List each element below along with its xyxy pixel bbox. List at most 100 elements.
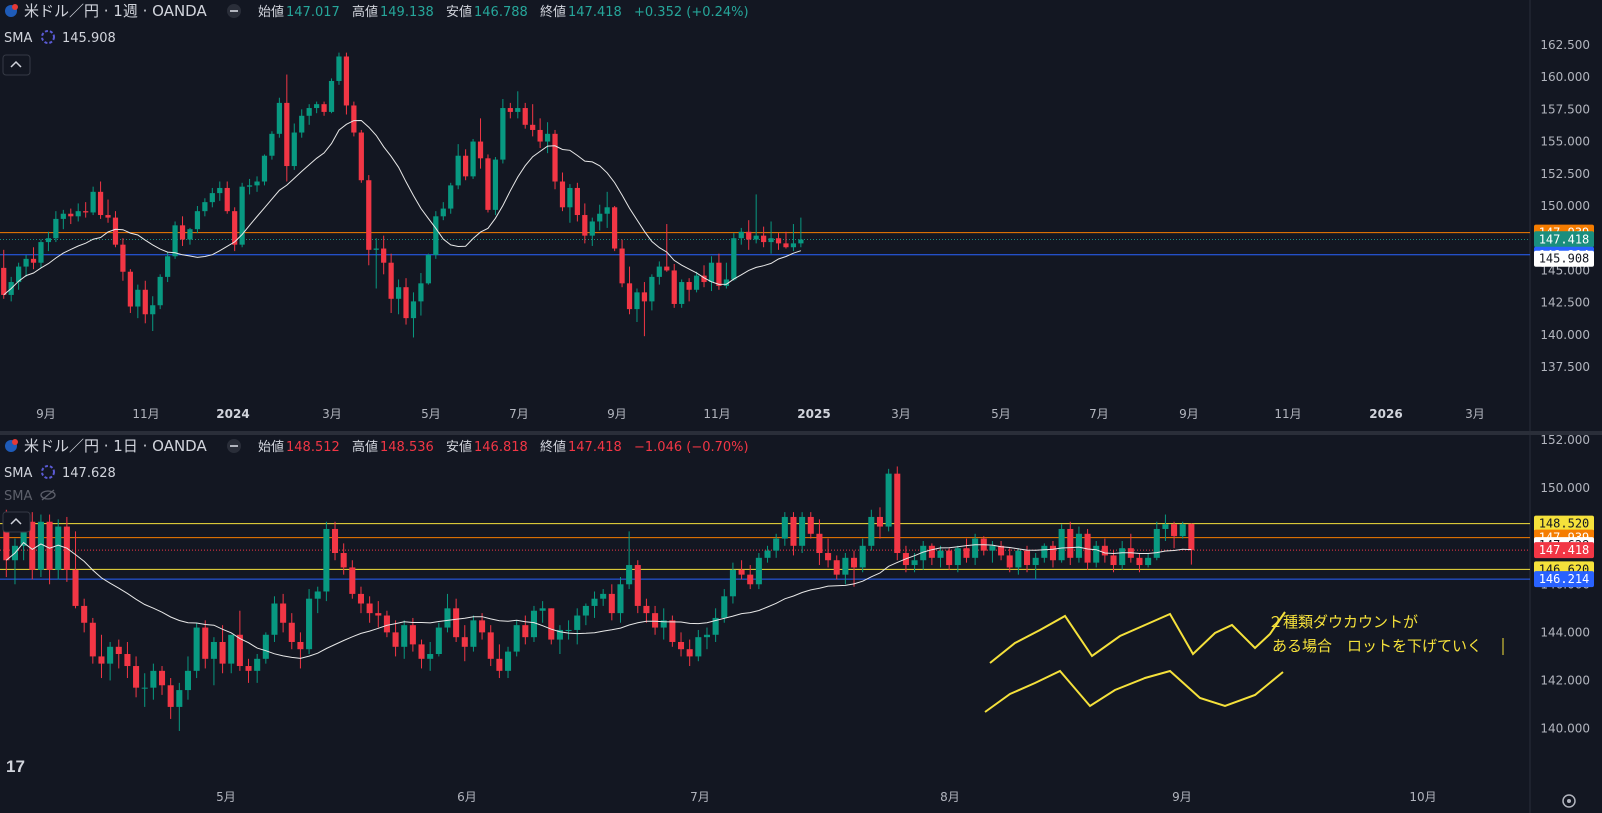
candle-body[interactable] bbox=[660, 620, 667, 628]
candle-body[interactable] bbox=[72, 569, 79, 606]
candle-body[interactable] bbox=[331, 528, 339, 554]
candle-body[interactable] bbox=[165, 256, 171, 277]
candle-body[interactable] bbox=[591, 598, 598, 606]
candle-body[interactable] bbox=[998, 545, 1005, 556]
candle-body[interactable] bbox=[807, 516, 814, 534]
candle-body[interactable] bbox=[1153, 528, 1160, 558]
candle-body[interactable] bbox=[435, 627, 442, 655]
candle-body[interactable] bbox=[522, 625, 529, 638]
candle-body[interactable] bbox=[97, 191, 104, 216]
candle-body[interactable] bbox=[306, 598, 313, 650]
candle-body[interactable] bbox=[1, 267, 7, 295]
candle-body[interactable] bbox=[1110, 555, 1117, 566]
candle-body[interactable] bbox=[859, 545, 866, 568]
candle-body[interactable] bbox=[755, 557, 762, 585]
annotation-text[interactable]: ある場合 ロットを下げていく bbox=[1272, 637, 1482, 655]
candle-body[interactable] bbox=[150, 305, 156, 315]
candle-body[interactable] bbox=[90, 191, 96, 213]
candle-body[interactable] bbox=[753, 235, 759, 240]
candle-body[interactable] bbox=[29, 521, 36, 570]
candle-body[interactable] bbox=[1179, 524, 1186, 537]
candle-body[interactable] bbox=[284, 102, 290, 167]
candle-body[interactable] bbox=[37, 521, 44, 570]
annotation-text[interactable]: ２種類ダウカウントが bbox=[1268, 613, 1418, 631]
candle-body[interactable] bbox=[217, 187, 223, 194]
candle-body[interactable] bbox=[507, 108, 513, 112]
candle-body[interactable] bbox=[16, 266, 22, 283]
candle-body[interactable] bbox=[894, 473, 901, 554]
candle-body[interactable] bbox=[669, 620, 676, 642]
candle-body[interactable] bbox=[513, 625, 520, 652]
candle-body[interactable] bbox=[219, 641, 226, 664]
candle-body[interactable] bbox=[232, 211, 238, 245]
candle-body[interactable] bbox=[530, 124, 536, 130]
indicator-name[interactable]: SMA bbox=[4, 489, 32, 504]
candle-body[interactable] bbox=[373, 248, 379, 250]
candle-body[interactable] bbox=[280, 603, 287, 623]
candle-body[interactable] bbox=[567, 187, 573, 208]
candle-body[interactable] bbox=[46, 521, 53, 570]
candle-body[interactable] bbox=[89, 622, 96, 657]
candle-body[interactable] bbox=[1084, 533, 1091, 563]
candle-body[interactable] bbox=[479, 620, 486, 633]
candle-body[interactable] bbox=[773, 538, 780, 551]
collapse-indicators-button[interactable] bbox=[2, 511, 31, 533]
candle-body[interactable] bbox=[747, 574, 754, 585]
candle-body[interactable] bbox=[504, 651, 512, 671]
candle-body[interactable] bbox=[239, 186, 245, 245]
candle-body[interactable] bbox=[3, 526, 10, 561]
candle-body[interactable] bbox=[768, 238, 774, 243]
candle-body[interactable] bbox=[911, 560, 918, 566]
candle-body[interactable] bbox=[444, 608, 451, 628]
candle-body[interactable] bbox=[664, 266, 670, 271]
candle-body[interactable] bbox=[597, 213, 603, 222]
candle-body[interactable] bbox=[202, 627, 209, 659]
candle-body[interactable] bbox=[236, 634, 243, 667]
candle-body[interactable] bbox=[107, 646, 114, 664]
candle-body[interactable] bbox=[612, 207, 618, 249]
candle-body[interactable] bbox=[395, 287, 402, 299]
candle-body[interactable] bbox=[617, 584, 624, 614]
candle-body[interactable] bbox=[158, 670, 166, 686]
candle-body[interactable] bbox=[383, 615, 390, 633]
candle-body[interactable] bbox=[193, 627, 200, 671]
candle-body[interactable] bbox=[885, 473, 892, 527]
candle-body[interactable] bbox=[589, 221, 595, 236]
candle-body[interactable] bbox=[288, 622, 295, 642]
collapse-indicators-button[interactable] bbox=[2, 54, 31, 76]
candle-body[interactable] bbox=[228, 634, 235, 664]
candle-body[interactable] bbox=[693, 275, 700, 290]
candle-body[interactable] bbox=[574, 187, 580, 216]
candle-body[interactable] bbox=[816, 533, 823, 554]
candle-body[interactable] bbox=[53, 218, 59, 239]
candle-body[interactable] bbox=[38, 242, 44, 263]
candle-body[interactable] bbox=[928, 545, 935, 558]
candle-body[interactable] bbox=[556, 629, 563, 640]
candle-body[interactable] bbox=[410, 301, 417, 319]
candle-body[interactable] bbox=[600, 593, 607, 599]
candle-body[interactable] bbox=[643, 605, 650, 614]
candle-body[interactable] bbox=[729, 569, 736, 597]
candle-body[interactable] bbox=[45, 238, 52, 243]
candle-body[interactable] bbox=[55, 526, 62, 570]
candle-body[interactable] bbox=[357, 593, 365, 604]
candle-body[interactable] bbox=[1075, 533, 1082, 558]
candle-body[interactable] bbox=[351, 105, 357, 133]
candle-body[interactable] bbox=[530, 610, 538, 638]
candle-body[interactable] bbox=[825, 553, 832, 561]
candle-body[interactable] bbox=[401, 625, 408, 647]
candle-body[interactable] bbox=[582, 215, 588, 236]
candle-body[interactable] bbox=[619, 248, 625, 284]
candle-body[interactable] bbox=[712, 617, 719, 635]
candle-body[interactable] bbox=[634, 565, 641, 606]
candle-body[interactable] bbox=[574, 615, 581, 630]
candle-body[interactable] bbox=[30, 258, 37, 263]
candle-body[interactable] bbox=[963, 548, 970, 558]
candle-body[interactable] bbox=[427, 654, 434, 659]
candle-body[interactable] bbox=[548, 608, 555, 640]
candle-body[interactable] bbox=[366, 603, 373, 614]
candle-body[interactable] bbox=[626, 283, 633, 310]
candle-body[interactable] bbox=[1006, 555, 1013, 568]
candle-body[interactable] bbox=[761, 235, 767, 243]
candle-body[interactable] bbox=[403, 287, 409, 319]
